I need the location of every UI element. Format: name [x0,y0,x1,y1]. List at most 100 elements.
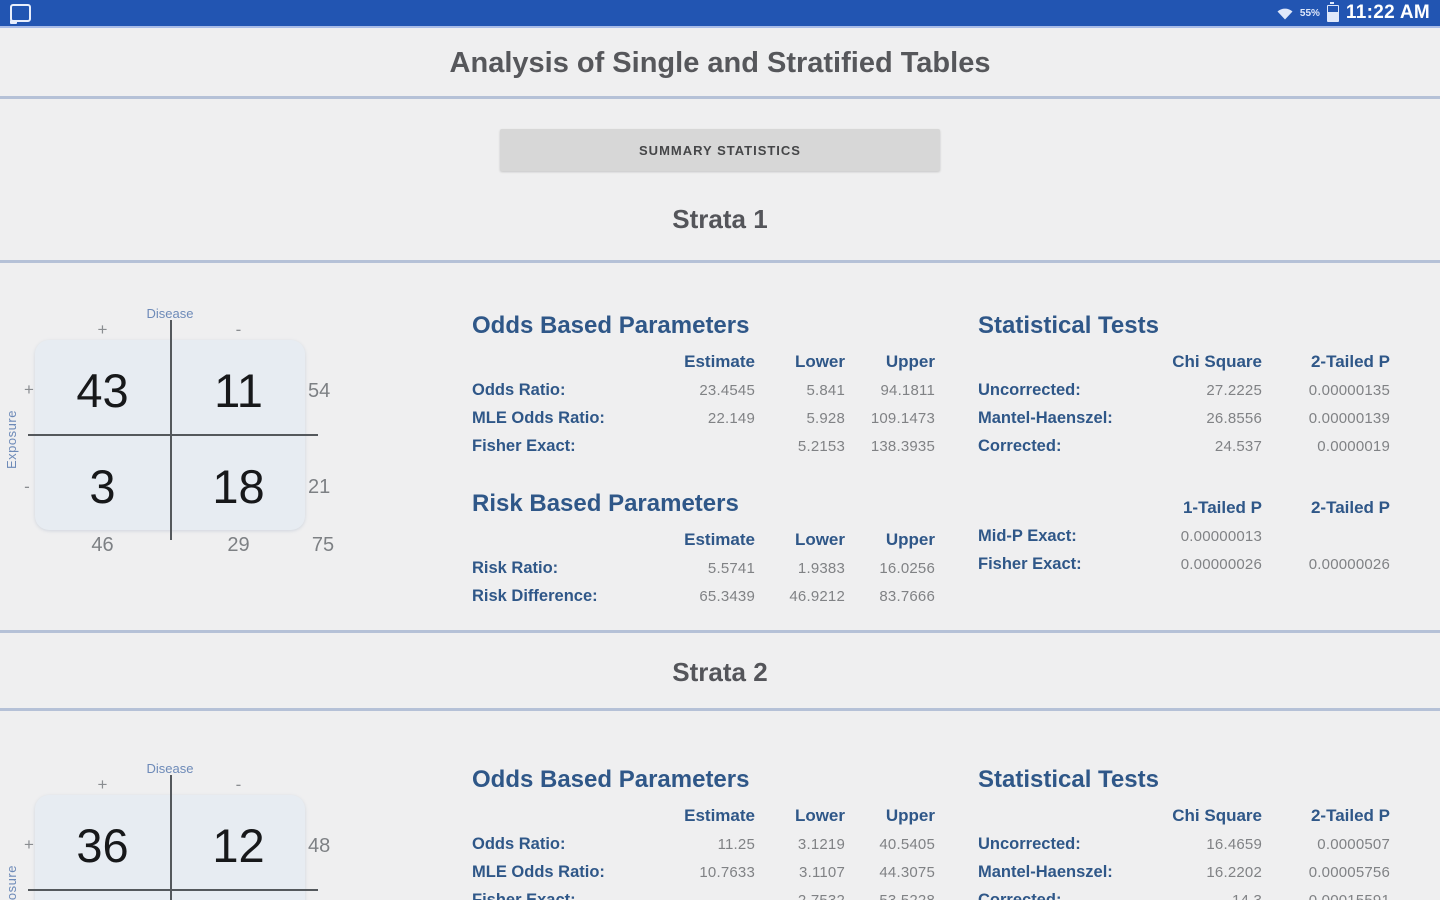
value: 0.00000139 [1308,409,1390,427]
row-label: Odds Ratio: [472,380,566,399]
table-vertical-line [170,775,172,900]
value: 3.1107 [799,863,845,881]
row-axis-label: Exposure [4,865,19,900]
row-label: MLE Odds Ratio: [472,408,605,427]
odds-section-title: Odds Based Parameters [472,312,750,339]
risk-section-title: Risk Based Parameters [472,490,739,517]
row-label: Corrected: [978,890,1062,900]
column-header: Upper [885,806,935,825]
tests-column-strata-1: Statistical Tests Chi Square 2-Tailed P … [978,312,1390,578]
chi-square-table: Chi Square 2-Tailed P Uncorrected: 27.22… [978,348,1390,460]
column-axis-label: Disease [146,761,194,776]
row-1-total: 48 [308,835,331,857]
tests-section-title: Statistical Tests [978,766,1159,793]
two-by-two-table-strata-1: Disease + - Exposure + - 43 11 3 18 54 2… [0,300,350,600]
title-bar: Analysis of Single and Stratified Tables [0,30,1440,96]
col-2-total: 29 [227,534,250,556]
risk-table: Estimate Lower Upper Risk Ratio: 5.5741 … [472,526,935,610]
row-label: Odds Ratio: [472,834,566,853]
value: 16.2202 [1206,863,1262,881]
column-minus-label: - [235,320,242,339]
value: 44.3075 [879,863,935,881]
row-label: Fisher Exact: [472,890,576,900]
value: 10.7633 [699,863,755,881]
exact-tests-table: 1-Tailed P 2-Tailed P Mid-P Exact: 0.000… [978,494,1390,578]
column-header: Upper [885,352,935,371]
cell-unexposed-healthy[interactable]: 18 [212,459,265,513]
row-label: Uncorrected: [978,380,1081,399]
column-header: Lower [794,530,845,549]
column-header: 2-Tailed P [1310,498,1390,517]
value [642,432,755,460]
value: 5.5741 [707,559,755,577]
value: 3.1219 [797,835,845,853]
value: 53.5228 [879,891,935,900]
two-by-two-table-strata-2: Disease + - Exposure + 36 12 48 [0,755,350,900]
col-1-total: 46 [91,534,114,556]
value: 40.5405 [879,835,935,853]
divider [0,260,1440,263]
battery-percent-label: 55% [1299,7,1320,19]
value: 0.00000013 [1180,527,1262,545]
value: 23.4545 [699,381,755,399]
value: 27.2225 [1206,381,1262,399]
screenshot-notification-icon [10,4,31,24]
value [642,886,755,900]
column-header: Lower [794,352,845,371]
value: 0.00005756 [1308,863,1390,881]
parameters-column-strata-2: Odds Based Parameters Estimate Lower Upp… [472,766,935,900]
row-label: Uncorrected: [978,834,1081,853]
odds-table: Estimate Lower Upper Odds Ratio: 11.25 3… [472,802,935,900]
cell-exposed-diseased[interactable]: 43 [76,363,129,417]
cell-exposed-diseased[interactable]: 36 [76,818,129,872]
value: 46.9212 [789,587,845,605]
column-minus-label: - [235,775,242,794]
value: 0.00000026 [1180,555,1262,573]
value: 14.3 [1232,891,1262,900]
row-label: Risk Ratio: [472,558,559,577]
value: 24.537 [1214,437,1262,455]
value [1262,522,1390,550]
summary-statistics-button[interactable]: SUMMARY STATISTICS [500,129,940,171]
column-header: 2-Tailed P [1310,806,1390,825]
summary-statistics-button-label: SUMMARY STATISTICS [639,142,801,158]
tests-column-strata-2: Statistical Tests Chi Square 2-Tailed P … [978,766,1390,900]
parameters-column-strata-1: Odds Based Parameters Estimate Lower Upp… [472,312,935,610]
column-plus-label: + [97,320,108,339]
column-header: Chi Square [1172,352,1262,371]
value: 138.3935 [870,437,935,455]
column-header: Estimate [684,806,755,825]
column-header: Estimate [684,530,755,549]
table-vertical-line [170,320,172,540]
value: 16.4659 [1206,835,1262,853]
column-plus-label: + [97,775,108,794]
column-header: Lower [794,806,845,825]
value: 0.00000026 [1308,555,1390,573]
tests-section-title: Statistical Tests [978,312,1159,339]
strata-1-heading: Strata 1 [672,204,768,234]
column-header: 2-Tailed P [1310,352,1390,371]
row-plus-label: + [24,835,34,854]
column-header: Chi Square [1172,806,1262,825]
row-label: Risk Difference: [472,586,598,605]
row-label: Corrected: [978,436,1062,455]
value: 94.1811 [880,381,935,399]
row-2-total: 21 [308,476,331,498]
value: 0.00000135 [1308,381,1390,399]
column-header: 1-Tailed P [1182,498,1262,517]
row-label: Fisher Exact: [978,554,1082,573]
cell-exposed-healthy[interactable]: 11 [214,363,263,417]
cell-exposed-healthy[interactable]: 12 [212,818,265,872]
page-title: Analysis of Single and Stratified Tables [449,46,991,79]
table-horizontal-line [28,434,318,436]
cell-unexposed-diseased[interactable]: 3 [89,459,116,513]
value: 16.0256 [879,559,935,577]
wifi-icon [1277,8,1293,19]
chi-square-table: Chi Square 2-Tailed P Uncorrected: 16.46… [978,802,1390,900]
column-header: Upper [885,530,935,549]
column-header: Estimate [684,352,755,371]
odds-table: Estimate Lower Upper Odds Ratio: 23.4545… [472,348,935,460]
grand-total: 75 [311,534,335,556]
row-plus-label: + [24,380,34,399]
